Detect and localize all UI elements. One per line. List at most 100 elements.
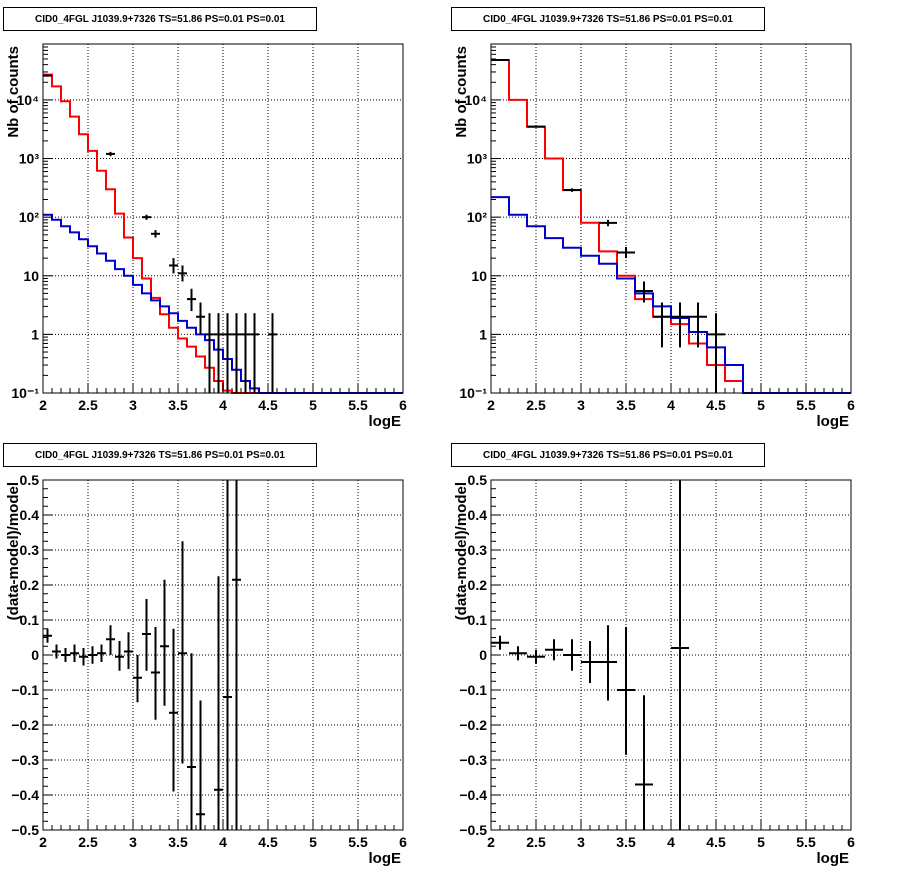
data-point <box>124 632 133 669</box>
data-point <box>617 246 635 259</box>
x-tick-label: 6 <box>399 834 407 850</box>
data-point <box>196 302 205 335</box>
x-axis-label: logE <box>369 413 402 430</box>
y-axis-label: Nb of counts <box>453 46 470 138</box>
x-tick-label: 2 <box>39 834 47 850</box>
data-point <box>491 635 509 650</box>
data-point <box>563 188 581 192</box>
y-tick-label: 0.3 <box>20 542 40 558</box>
x-axis-label: logE <box>817 850 850 867</box>
x-tick-label: 4 <box>667 834 675 850</box>
data-point <box>43 628 52 643</box>
data-point <box>88 646 97 664</box>
panel-title: CID0_4FGL J1039.9+7326 TS=51.86 PS=0.01 … <box>3 7 317 31</box>
x-tick-label: 3 <box>577 397 585 413</box>
data-point <box>268 313 277 393</box>
data-point <box>527 649 545 664</box>
y-tick-label: 0.4 <box>20 507 40 523</box>
y-tick-label: −0.1 <box>459 682 487 698</box>
y-tick-label: 0.3 <box>468 542 488 558</box>
data-point <box>160 579 169 706</box>
data-point <box>52 644 61 659</box>
y-tick-label: 10 <box>471 268 487 284</box>
y-tick-label: 1 <box>31 326 39 342</box>
x-tick-label: 2.5 <box>526 834 546 850</box>
data-point <box>599 219 617 227</box>
plot-panel <box>42 43 404 394</box>
y-axis-label: Nb of counts <box>5 46 22 138</box>
data-point <box>79 648 88 666</box>
y-tick-label: 0.4 <box>468 507 488 523</box>
data-point <box>599 625 617 701</box>
x-tick-label: 4 <box>219 397 227 413</box>
data-point <box>142 599 151 671</box>
y-tick-label: 0.5 <box>20 472 40 488</box>
y-tick-label: −0.5 <box>459 822 487 838</box>
y-tick-label: 0.1 <box>468 612 488 628</box>
x-tick-label: 3.5 <box>168 397 188 413</box>
x-tick-label: 4.5 <box>706 834 726 850</box>
x-tick-label: 4.5 <box>258 397 278 413</box>
data-point <box>232 313 241 393</box>
data-point <box>527 125 545 128</box>
data-point <box>509 646 527 661</box>
data-point <box>545 639 563 661</box>
x-tick-label: 5.5 <box>796 397 816 413</box>
x-tick-label: 6 <box>847 834 855 850</box>
data-point <box>250 313 259 393</box>
data-point <box>187 653 196 830</box>
y-tick-label: 0.2 <box>468 577 488 593</box>
x-tick-label: 5 <box>309 397 317 413</box>
data-point <box>491 59 509 62</box>
y-tick-label: −0.5 <box>11 822 39 838</box>
x-tick-label: 5 <box>757 397 765 413</box>
data-point <box>169 258 178 274</box>
data-point <box>97 644 106 662</box>
data-point <box>205 313 214 393</box>
data-point <box>232 480 241 830</box>
y-tick-label: 10³ <box>19 151 40 167</box>
x-tick-label: 5.5 <box>796 834 816 850</box>
x-axis-label: logE <box>817 413 850 430</box>
x-tick-label: 4 <box>667 397 675 413</box>
y-tick-label: 10⁻¹ <box>459 385 487 401</box>
panel-title: CID0_4FGL J1039.9+7326 TS=51.86 PS=0.01 … <box>451 443 765 467</box>
data-point <box>707 313 725 393</box>
plot-panel <box>490 43 852 394</box>
plot-panel <box>490 479 852 831</box>
data-point <box>563 639 581 671</box>
x-tick-label: 3 <box>129 834 137 850</box>
data-point <box>653 302 671 348</box>
x-tick-label: 5 <box>757 834 765 850</box>
data-point <box>671 302 689 348</box>
data-point <box>115 641 124 671</box>
panel-title: CID0_4FGL J1039.9+7326 TS=51.86 PS=0.01 … <box>451 7 765 31</box>
data-point <box>151 627 160 720</box>
x-tick-label: 3.5 <box>168 834 188 850</box>
x-tick-label: 2.5 <box>78 834 98 850</box>
x-tick-label: 5.5 <box>348 834 368 850</box>
data-point <box>635 281 653 303</box>
y-tick-label: −0.1 <box>11 682 39 698</box>
data-point <box>241 313 250 393</box>
x-tick-label: 6 <box>399 397 407 413</box>
x-tick-label: 2 <box>487 397 495 413</box>
plot-panel <box>42 479 404 831</box>
data-point <box>689 302 707 348</box>
y-tick-label: 10⁻¹ <box>11 385 39 401</box>
data-point <box>178 265 187 282</box>
data-point <box>43 74 52 77</box>
data-point <box>61 648 70 662</box>
x-tick-label: 5.5 <box>348 397 368 413</box>
y-tick-label: −0.3 <box>11 752 39 768</box>
y-axis-label: (data-model)/model <box>453 482 470 620</box>
x-tick-label: 3.5 <box>616 834 636 850</box>
x-tick-label: 2 <box>487 834 495 850</box>
data-point <box>214 576 223 830</box>
data-point <box>581 641 599 683</box>
x-tick-label: 3 <box>129 397 137 413</box>
x-axis-label: logE <box>369 850 402 867</box>
x-tick-label: 4.5 <box>258 834 278 850</box>
y-tick-label: 10² <box>19 209 40 225</box>
y-tick-label: 10⁴ <box>17 92 40 108</box>
